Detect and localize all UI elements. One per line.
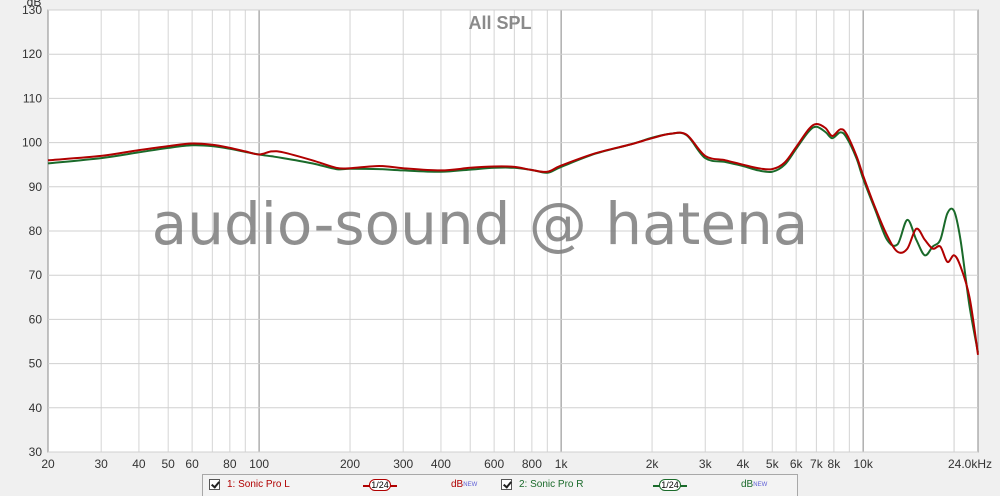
x-tick-label: 20 [41, 457, 55, 471]
x-tick-label: 5k [766, 457, 780, 471]
x-tick-label: 24.0kHz [948, 457, 992, 471]
chart-title: All SPL [468, 13, 531, 33]
series-2-new-badge: NEW [753, 482, 768, 488]
series-1-label: 1: Sonic Pro L [227, 479, 290, 490]
series-2-smoothing-value: 1/24 [659, 479, 681, 491]
x-tick-label: 2k [646, 457, 660, 471]
series-1-new-badge: NEW [463, 482, 478, 488]
series-2-unit[interactable]: dBNEW [741, 479, 768, 490]
series-2-label: 2: Sonic Pro R [519, 479, 584, 490]
x-tick-label: 3k [699, 457, 713, 471]
series-2-checkbox[interactable] [501, 479, 512, 490]
y-tick-label: 40 [29, 401, 43, 415]
legend-bar: 1: Sonic Pro L 1/24 dBNEW 2: Sonic Pro R… [202, 474, 798, 496]
x-tick-label: 80 [223, 457, 237, 471]
y-tick-label: 60 [29, 312, 43, 326]
series-1-unit[interactable]: dBNEW [451, 479, 478, 490]
x-tick-labels: 20 30 40 50 60 80 100 200 300 400 600 800 1k 2k 3k 4k 5k… [41, 457, 992, 471]
y-tick-label: 50 [29, 357, 43, 371]
series-1-checkbox[interactable] [209, 479, 220, 490]
y-tick-label: 70 [29, 268, 43, 282]
x-tick-label: 6k [790, 457, 804, 471]
x-tick-label: 4k [737, 457, 751, 471]
x-tick-label: 8k [828, 457, 842, 471]
y-tick-label: 120 [22, 47, 42, 61]
series-1-smoothing-value: 1/24 [369, 479, 391, 491]
x-tick-label: 600 [484, 457, 504, 471]
series-1-smoothing-control[interactable]: 1/24 [363, 479, 397, 493]
x-tick-label: 800 [522, 457, 542, 471]
y-axis-label: dB [27, 0, 42, 9]
x-tick-label: 50 [162, 457, 176, 471]
y-tick-label: 130 [22, 3, 42, 17]
watermark: audio-sound @ hatena [152, 190, 809, 258]
y-tick-label: 100 [22, 136, 42, 150]
series-lines [47, 122, 979, 355]
x-tick-label: 40 [132, 457, 146, 471]
x-tick-label: 400 [431, 457, 451, 471]
x-tick-label: 10k [853, 457, 873, 471]
grid-lines [48, 9, 978, 453]
y-tick-label: 90 [29, 180, 43, 194]
series-2-smoothing-control[interactable]: 1/24 [653, 479, 687, 493]
x-tick-label: 7k [810, 457, 824, 471]
x-tick-label: 1k [555, 457, 569, 471]
y-tick-labels: 30 40 50 60 70 80 90 100 110 120 130 [22, 3, 42, 459]
series-line-1 [47, 122, 979, 355]
x-tick-label: 200 [340, 457, 360, 471]
x-tick-label: 30 [95, 457, 109, 471]
x-tick-label: 300 [393, 457, 413, 471]
x-tick-label: 100 [249, 457, 269, 471]
y-tick-label: 30 [29, 445, 43, 459]
x-tick-label: 60 [185, 457, 199, 471]
y-tick-label: 80 [29, 224, 43, 238]
y-tick-label: 110 [23, 91, 42, 105]
